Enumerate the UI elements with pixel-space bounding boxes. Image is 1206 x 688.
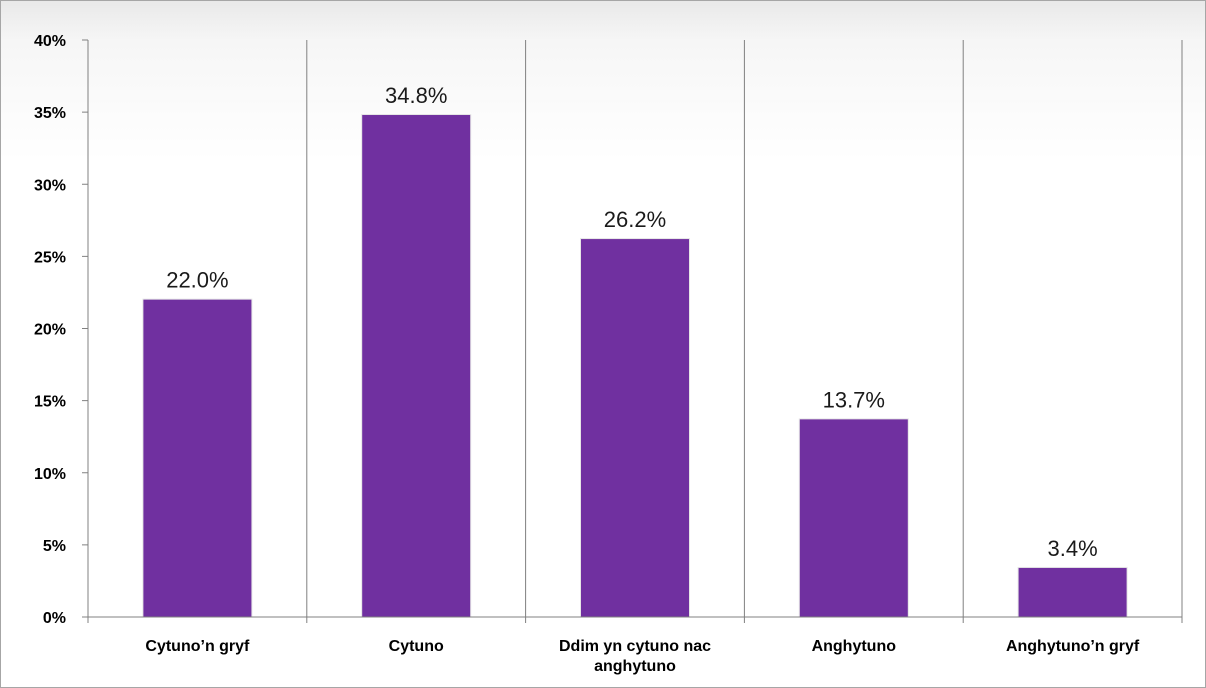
y-tick-label: 20% [34,322,66,339]
y-tick-label: 5% [43,538,66,555]
x-tick-label: Ddim yn cytuno nac anghytuno [559,638,711,675]
axes [82,39,1183,623]
y-tick-label: 40% [34,33,66,50]
x-tick-label: Anghytuno’n gryf [1006,638,1140,655]
bars [142,114,1128,617]
y-tick-label: 25% [34,249,66,266]
x-tick-labels: Cytuno’n gryf Cytuno Ddim yn cytuno nac ang… [145,638,1140,675]
x-tick-label: Cytuno [389,638,444,655]
x-tick-label: Anghytuno [812,638,897,655]
bar [143,299,252,617]
y-tick-label: 10% [34,466,66,483]
data-labels: 22.0% 34.8% 26.2% 13.7% 3.4% [166,83,1097,561]
gridlines [306,40,1183,617]
data-label: 22.0% [166,268,228,293]
data-label: 13.7% [823,387,885,412]
y-tick-label: 0% [43,610,66,627]
y-tick-label: 30% [34,177,66,194]
y-tick-labels: 0% 5% 10% 15% 20% 25% 30% 35% 40% [34,33,66,627]
bar [799,419,908,617]
bar [362,115,471,617]
data-label: 26.2% [604,207,666,232]
x-tick-label: Cytuno’n gryf [145,638,250,655]
data-label: 34.8% [385,83,447,108]
bar [1018,567,1127,617]
bar [581,239,689,617]
y-tick-label: 35% [34,105,66,122]
y-tick-label: 15% [34,394,66,411]
data-label: 3.4% [1048,536,1098,561]
